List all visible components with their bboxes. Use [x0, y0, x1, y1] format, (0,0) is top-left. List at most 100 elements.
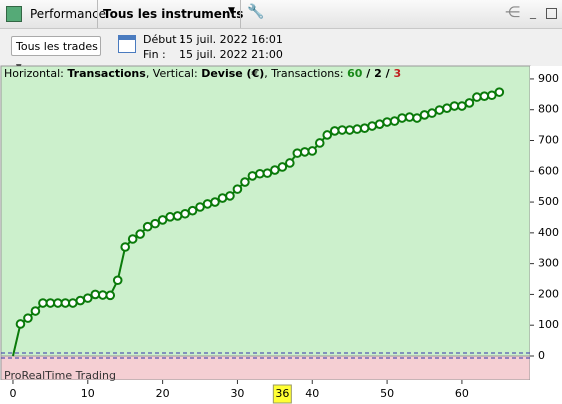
maximize[interactable] — [546, 8, 557, 19]
minimize[interactable]: _ — [530, 5, 536, 19]
equity-segment — [116, 246, 127, 281]
trade-point — [30, 306, 41, 316]
trade-point — [292, 148, 303, 158]
x-tick-label: 60 — [455, 387, 469, 400]
trade-point — [150, 218, 160, 229]
y-tick-label: 600 — [538, 164, 559, 177]
y-tick-label: 700 — [538, 133, 559, 146]
trade-point — [262, 168, 273, 178]
trade-point — [397, 113, 407, 123]
trade-point — [60, 298, 71, 308]
trade-point — [479, 91, 490, 101]
trade-point — [427, 108, 437, 118]
sep — [240, 0, 241, 28]
x-tick-label: 0 — [9, 387, 16, 400]
y-tick-label: 100 — [538, 318, 559, 331]
trade-point — [187, 205, 198, 216]
trade-point — [389, 116, 400, 126]
trade-point — [449, 101, 460, 111]
info-part: Horizontal: — [4, 67, 67, 80]
trade-point — [210, 197, 220, 207]
trade-point — [322, 130, 333, 140]
trade-point — [240, 177, 250, 187]
y-tick-label: 900 — [538, 72, 559, 85]
chart-info: Horizontal: Transactions, Vertical: Devi… — [4, 67, 401, 80]
trade-point — [329, 126, 340, 136]
equity-segment — [11, 323, 22, 357]
trade-point — [53, 298, 63, 308]
trade-point — [442, 103, 452, 113]
info-part: / — [382, 67, 394, 80]
info-part: / — [362, 67, 374, 80]
trade-point — [68, 298, 78, 308]
info-part: Transactions — [67, 67, 146, 80]
trade-point — [419, 110, 430, 120]
trade-point — [359, 123, 370, 133]
trade-point — [367, 121, 377, 131]
sep — [97, 0, 98, 28]
trade-point — [120, 242, 131, 252]
trade-point — [344, 125, 355, 135]
trade-point — [314, 138, 325, 148]
trade-point — [105, 290, 116, 301]
info-part: Devise (€) — [201, 67, 264, 80]
trade-point — [374, 119, 385, 129]
trade-point — [23, 313, 33, 323]
end-label: Fin : — [143, 48, 166, 61]
trade-point — [277, 162, 288, 172]
axis-panel — [530, 66, 562, 380]
trade-point — [307, 146, 318, 156]
start-date: 15 juil. 2022 16:01 — [179, 33, 283, 46]
end-date: 15 juil. 2022 21:00 — [179, 48, 283, 61]
watermark: ProRealTime Trading — [4, 369, 116, 382]
y-tick-label: 400 — [538, 226, 559, 239]
calendar-icon[interactable] — [118, 35, 136, 53]
y-tick-label: 800 — [538, 103, 559, 116]
dropdown-arrow: ▼ — [228, 6, 235, 16]
trade-point — [247, 171, 258, 181]
label: Tous les trades — [16, 40, 98, 53]
profit-zone — [0, 65, 531, 357]
trades-select[interactable]: Tous les trades ▾ — [11, 36, 101, 73]
info-part: , Vertical: — [146, 67, 201, 80]
trade-point — [172, 211, 183, 221]
trade-point — [127, 234, 138, 244]
cursor-label: 36 — [275, 387, 289, 400]
trade-point — [142, 221, 153, 232]
info-part: 60 — [347, 67, 363, 80]
cursor-box — [272, 384, 292, 404]
trade-point — [232, 184, 243, 194]
trade-point — [15, 319, 26, 329]
trade-point — [82, 293, 93, 303]
trade-point — [382, 117, 392, 127]
trade-point — [225, 191, 235, 201]
trade-point — [285, 158, 295, 168]
settings-button[interactable]: 🔧 — [247, 4, 265, 20]
trade-point — [457, 101, 467, 111]
trade-point — [90, 289, 101, 300]
trade-point — [195, 202, 205, 212]
toolbar: Performance Tous les instruments ▼ 🔧 ⋲ _ — [0, 0, 562, 29]
trade-point — [487, 90, 497, 101]
trade-point — [45, 298, 56, 308]
trade-point — [217, 193, 228, 203]
x-tick-label: 10 — [81, 387, 95, 400]
y-tick-label: 500 — [538, 195, 559, 208]
instrument-select[interactable]: Tous les instruments — [103, 7, 244, 21]
y-tick-label: 200 — [538, 287, 559, 300]
start-label: Début : — [143, 33, 184, 46]
trade-point — [270, 165, 280, 175]
share-button[interactable]: ⋲ — [505, 3, 520, 21]
icon — [6, 6, 22, 22]
trade-point — [299, 147, 310, 157]
trade-point — [202, 199, 213, 209]
trade-point — [112, 275, 123, 286]
trade-point — [472, 92, 482, 102]
info-part: 2 — [374, 67, 382, 80]
tab[interactable]: Performance — [30, 7, 107, 21]
trade-point — [434, 105, 445, 115]
trade-point — [157, 215, 168, 225]
trade-point — [97, 290, 108, 300]
y-tick-label: 300 — [538, 257, 559, 270]
